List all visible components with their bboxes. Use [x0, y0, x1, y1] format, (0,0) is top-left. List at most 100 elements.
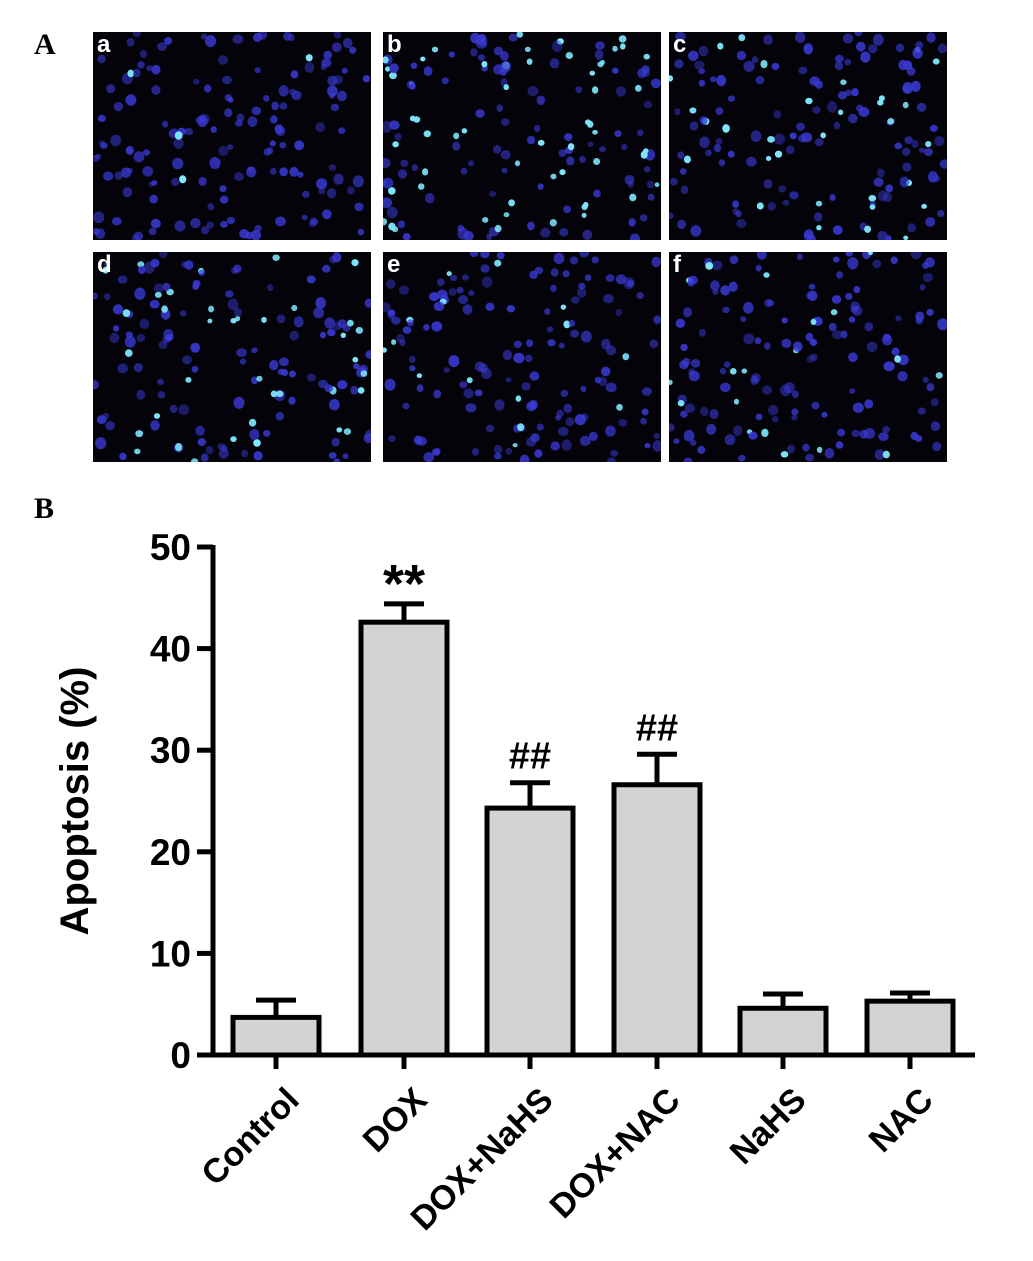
nucleus [575, 86, 583, 94]
nucleus [795, 32, 806, 44]
apoptotic-nucleus [894, 355, 901, 363]
apoptotic-nucleus [722, 124, 730, 133]
nucleus [508, 33, 518, 42]
nucleus [342, 453, 349, 459]
nucleus [860, 51, 871, 63]
nucleus [95, 153, 102, 160]
nucleus [218, 448, 229, 459]
nucleus [750, 130, 762, 143]
nucleus [263, 430, 271, 437]
nucleus [842, 33, 854, 44]
nuclei-field-e [383, 252, 661, 462]
nucleus [558, 149, 567, 157]
nucleus [206, 221, 214, 229]
nucleus [105, 421, 115, 431]
nucleus [902, 81, 914, 94]
apoptotic-nucleus [765, 156, 772, 161]
nucleus [853, 286, 861, 294]
apoptotic-nucleus [347, 319, 354, 327]
nucleus [505, 447, 512, 455]
nucleus [218, 145, 229, 157]
nucleus [912, 47, 923, 59]
nucleus [494, 399, 505, 411]
nucleus [555, 415, 562, 421]
x-tick-label: NAC [862, 1081, 941, 1160]
nucleus [720, 285, 731, 296]
nucleus [125, 145, 135, 155]
nucleus [814, 212, 823, 222]
nucleus [810, 353, 818, 362]
nucleus [494, 452, 502, 460]
panel-a-letter: A [34, 28, 56, 61]
nucleus [614, 130, 622, 137]
nucleus [698, 68, 705, 75]
significance-annotation: ** [383, 554, 425, 614]
apoptotic-nucleus [524, 46, 531, 52]
nucleus [441, 77, 449, 85]
nucleus [204, 84, 212, 93]
nucleus [315, 122, 326, 133]
micrograph-f: f [669, 252, 947, 462]
nucleus [628, 218, 636, 227]
apoptotic-nucleus [868, 195, 877, 202]
nucleus [290, 70, 299, 79]
nucleus [402, 402, 410, 410]
nucleus [562, 270, 570, 278]
apoptotic-nucleus [175, 443, 183, 452]
x-tick-label: NaHS [723, 1081, 814, 1172]
nucleus [294, 140, 305, 151]
nucleus [389, 63, 399, 74]
nucleus [694, 60, 705, 70]
nucleus [755, 264, 762, 272]
nucleus [289, 330, 299, 341]
nucleus [230, 267, 239, 275]
nucleus [621, 143, 628, 151]
apoptotic-nucleus [174, 131, 183, 140]
nucleus [159, 252, 168, 259]
nucleus [785, 145, 795, 155]
nucleus [698, 328, 706, 337]
apoptotic-nucleus [733, 398, 740, 405]
nucleus [319, 331, 327, 339]
nucleus [331, 437, 340, 447]
nucleus [529, 371, 540, 381]
bar-dox-nahs [484, 805, 576, 1058]
nucleus [232, 34, 244, 44]
apoptotic-nucleus [840, 79, 847, 85]
nucleus [489, 190, 497, 197]
nucleus [581, 413, 589, 421]
nucleus [805, 332, 814, 342]
apoptotic-nucleus [556, 38, 564, 45]
x-tick-label: DOX+NAC [543, 1081, 688, 1226]
nucleus [157, 42, 167, 51]
nucleus [148, 181, 155, 187]
nucleus [271, 101, 279, 111]
nucleus [104, 260, 111, 268]
nucleus [341, 67, 348, 74]
nucleus [848, 316, 856, 323]
apoptotic-nucleus [389, 72, 397, 80]
nucleus [333, 321, 342, 331]
nucleus [723, 361, 731, 368]
apoptosis-bar-chart: 0 10 20 30 40 50 Apoptosis (%) Control ** DOX ## DO… [53, 527, 975, 1238]
nucleus [224, 94, 232, 102]
apoptotic-nucleus [830, 309, 838, 316]
nucleus [391, 316, 401, 325]
y-tick-label: 0 [170, 1035, 191, 1076]
nucleus [605, 425, 616, 437]
micrograph-label: b [387, 32, 402, 58]
nucleus [227, 144, 234, 150]
nucleus [929, 124, 938, 132]
nucleus [569, 256, 579, 265]
nucleus [332, 75, 344, 85]
nucleus [832, 256, 840, 263]
nucleus [480, 252, 490, 259]
nucleus [856, 104, 864, 112]
nucleus [192, 279, 201, 287]
nucleus [719, 367, 727, 375]
nucleus [605, 345, 617, 356]
nucleus [448, 51, 455, 58]
nucleus [537, 183, 544, 190]
nucleus [650, 78, 661, 89]
nucleus [173, 137, 184, 149]
